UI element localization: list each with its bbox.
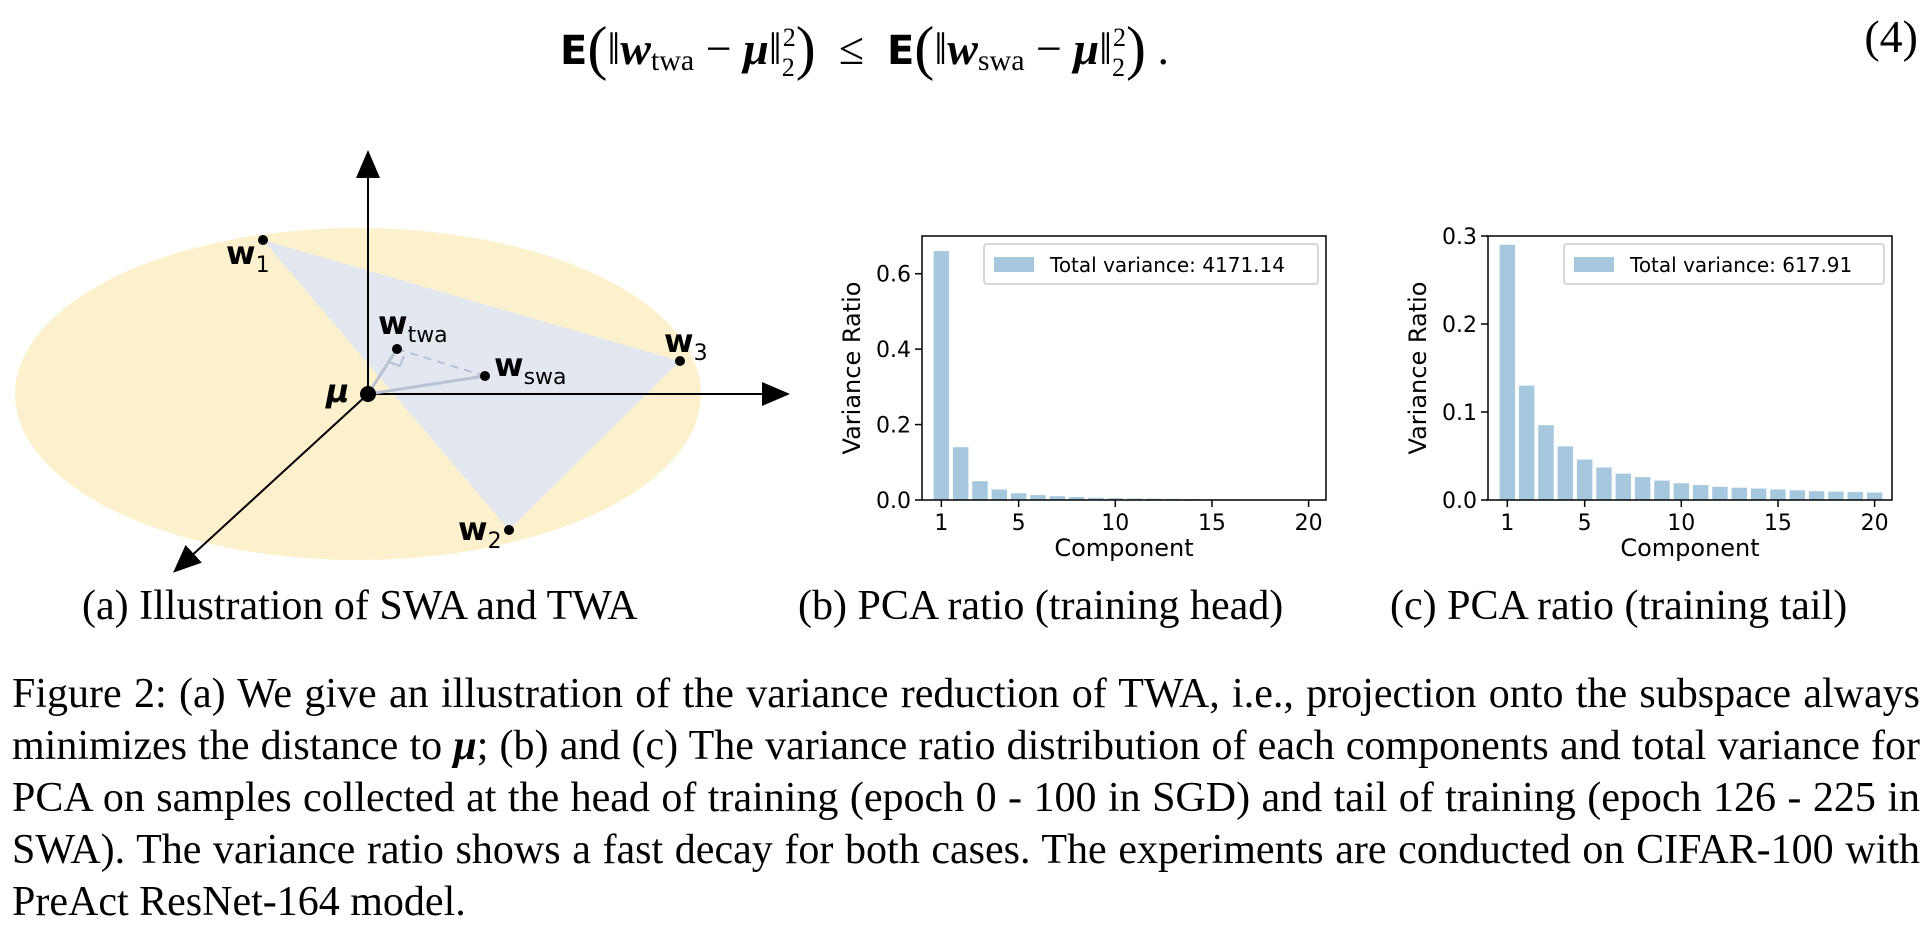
bar-5 — [1576, 459, 1593, 500]
y-tick-label: 0.4 — [876, 338, 911, 363]
bar-13 — [1731, 487, 1748, 500]
illustration-svg: w1 w2 w3 wtwa wswa μ — [15, 150, 790, 573]
right-angle-mark — [387, 355, 405, 368]
bar-15 — [1770, 489, 1786, 500]
subcaption-b: (b) PCA ratio (training head) — [798, 583, 1284, 629]
x-tick-label: 1 — [1500, 511, 1514, 536]
bar-8 — [1634, 477, 1651, 500]
y-axis-label: Variance Ratio — [1404, 282, 1432, 455]
bar-11 — [1126, 498, 1143, 500]
x-tick-label: 10 — [1667, 511, 1695, 536]
label-wtwa: wtwa — [378, 304, 448, 348]
caption-part2: ; (b) and (c) The variance ratio distrib… — [12, 723, 1920, 925]
bar-9 — [1654, 480, 1670, 500]
label-w1: w1 — [226, 234, 270, 278]
legend-label: Total variance: 617.91 — [1629, 253, 1852, 277]
eq-lhs-sub: twa — [650, 44, 695, 77]
bar-9 — [1088, 497, 1104, 500]
y-axis-label: Variance Ratio — [838, 282, 866, 455]
y-tick-label: 0.3 — [1442, 225, 1477, 250]
label-w3: w3 — [664, 322, 708, 366]
bar-4 — [991, 489, 1008, 500]
bar-18 — [1828, 491, 1844, 500]
bar-2 — [1518, 385, 1535, 500]
x-tick-label: 20 — [1861, 511, 1889, 536]
x-tick-label: 5 — [1012, 511, 1026, 536]
x-tick-label: 15 — [1198, 511, 1226, 536]
y-tick-label: 0.0 — [876, 489, 911, 514]
point-wswa — [480, 371, 490, 381]
bar-6 — [1030, 495, 1046, 500]
y-tick-label: 0.0 — [1442, 489, 1477, 514]
figure-caption: Figure 2: (a) We give an illustration of… — [12, 668, 1920, 928]
caption-mu: μ — [453, 723, 477, 769]
line-mu-twa — [366, 348, 399, 395]
caption-part1: Figure 2: (a) We give an illustration of… — [12, 671, 1920, 769]
point-w1 — [258, 235, 268, 245]
eq-rhs-sub: swa — [977, 44, 1025, 77]
x-tick-label: 20 — [1295, 511, 1323, 536]
label-w2: w2 — [458, 510, 502, 554]
point-wtwa — [392, 344, 402, 354]
y-tick-label: 0.1 — [1442, 401, 1477, 426]
line-twa-swa — [396, 348, 486, 377]
legend-box — [1563, 243, 1885, 285]
label-mu: μ — [325, 372, 350, 410]
bar-1 — [1499, 244, 1516, 500]
point-mu — [360, 386, 376, 402]
line-mu-swa — [367, 374, 486, 396]
bar-3 — [1538, 425, 1554, 500]
x-tick-label: 1 — [934, 511, 948, 536]
legend-swatch — [1574, 257, 1614, 272]
bar-10 — [1107, 498, 1124, 500]
bar-20 — [1866, 492, 1883, 500]
subcaption-c: (c) PCA ratio (training tail) — [1390, 583, 1848, 629]
bar-2 — [952, 447, 969, 500]
bar-11 — [1692, 485, 1709, 500]
x-tick-label: 10 — [1101, 511, 1129, 536]
x-tick-label: 5 — [1578, 511, 1592, 536]
point-w2 — [504, 525, 514, 535]
y-tick-label: 0.6 — [876, 263, 911, 288]
label-wswa: wswa — [494, 346, 567, 390]
legend-label: Total variance: 4171.14 — [1049, 253, 1285, 277]
y-tick-label: 0.2 — [1442, 313, 1477, 338]
x-axis-label: Component — [1054, 534, 1193, 562]
equation-4: E(‖wtwa − μ‖22) ≤ E(‖wswa − μ‖22) . (4) — [0, 2, 1932, 82]
bar-5 — [1010, 493, 1027, 500]
bar-7 — [1049, 496, 1066, 500]
x-axis-label: Component — [1620, 534, 1759, 562]
bar-3 — [972, 481, 988, 500]
y-tick-label: 0.2 — [876, 414, 911, 439]
bar-16 — [1789, 490, 1806, 500]
bar-8 — [1068, 496, 1085, 500]
equation-body: E(‖wtwa − μ‖22) ≤ E(‖wswa − μ‖22) . — [560, 15, 1169, 82]
equation-number: (4) — [1864, 11, 1918, 62]
bar-17 — [1808, 491, 1825, 500]
point-w3 — [675, 356, 685, 366]
plot-frame — [921, 235, 1327, 501]
bar-4 — [1557, 446, 1574, 500]
legend-swatch — [994, 257, 1034, 272]
subcaption-a: (a) Illustration of SWA and TWA — [82, 583, 638, 629]
bar-6 — [1596, 467, 1612, 500]
x-tick-label: 15 — [1764, 511, 1792, 536]
bar-19 — [1847, 492, 1864, 500]
bar-10 — [1673, 483, 1690, 500]
bar-1 — [933, 251, 950, 500]
bar-14 — [1750, 488, 1767, 500]
bar-12 — [1712, 486, 1728, 500]
bar-7 — [1615, 473, 1632, 500]
plot-frame — [1487, 235, 1893, 501]
legend-box — [983, 243, 1319, 285]
axis-diagonal — [173, 393, 369, 573]
